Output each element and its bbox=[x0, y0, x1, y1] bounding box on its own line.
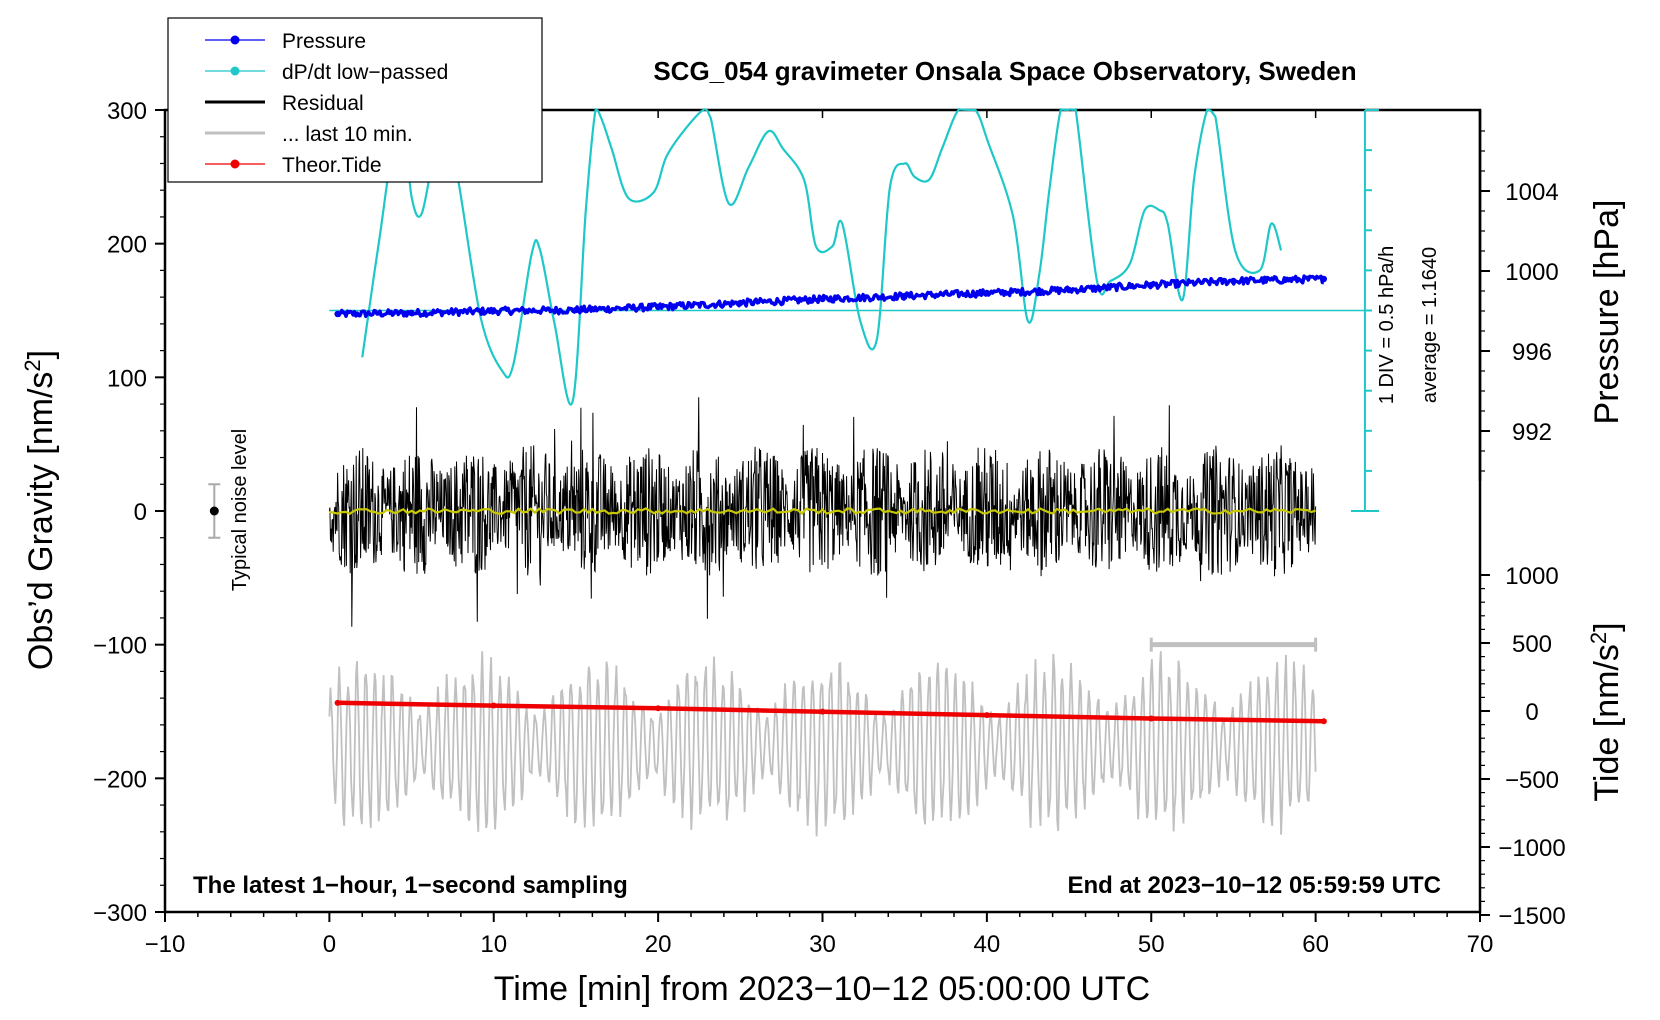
dpdt-line bbox=[361, 107, 1283, 406]
x-axis-ticks: −10 0 10 20 30 40 50 60 70 bbox=[145, 110, 1494, 958]
tide-point bbox=[334, 699, 341, 706]
y-tick-label: 0 bbox=[134, 499, 147, 526]
tide-tick-label: −1000 bbox=[1498, 835, 1565, 862]
y-tick-label: 200 bbox=[107, 232, 147, 259]
dpdt-scale-bar bbox=[1350, 109, 1379, 512]
series-pressure bbox=[334, 274, 1328, 319]
legend-label: Residual bbox=[282, 92, 364, 115]
pressure-point bbox=[408, 309, 415, 317]
legend-box bbox=[167, 17, 543, 183]
legend-label: dP/dt low−passed bbox=[282, 61, 448, 84]
y-tick-label: −300 bbox=[93, 900, 147, 927]
pressure-tick-label: 996 bbox=[1512, 339, 1552, 366]
x-tick-label: 30 bbox=[809, 931, 836, 958]
pressure-axis-ticks: 1004 1000 996 992 bbox=[1478, 110, 1559, 481]
legend: Pressure dP/dt low−passed Residual ... last… bbox=[167, 17, 543, 183]
pressure-tick-label: 992 bbox=[1512, 419, 1552, 446]
x-tick-label: 10 bbox=[480, 931, 507, 958]
tide-point bbox=[983, 712, 990, 719]
y-tick-label: −200 bbox=[93, 766, 147, 793]
legend-marker bbox=[230, 66, 240, 76]
tide-point bbox=[490, 702, 497, 709]
pressure-point bbox=[1230, 277, 1237, 285]
noise-level-marker bbox=[208, 483, 221, 539]
legend-label: Theor.Tide bbox=[282, 154, 382, 177]
x-tick-label: 20 bbox=[645, 931, 672, 958]
pressure-axis-label: Pressure [hPa] bbox=[1588, 200, 1626, 425]
tide-tick-label: 500 bbox=[1512, 631, 1552, 658]
legend-label: Pressure bbox=[282, 30, 366, 53]
residual-smoothed-line bbox=[329, 507, 1317, 515]
pressure-point bbox=[572, 306, 580, 314]
series-theor-tide bbox=[334, 699, 1327, 725]
pressure-tick-label: 1004 bbox=[1505, 179, 1558, 206]
x-tick-label: 50 bbox=[1138, 931, 1165, 958]
x-tick-label: 70 bbox=[1467, 931, 1494, 958]
pressure-point bbox=[490, 307, 497, 315]
x-tick-label: −10 bbox=[145, 931, 186, 958]
tide-tick-label: 0 bbox=[1525, 699, 1538, 726]
ten-minute-bar bbox=[1149, 637, 1318, 652]
y-axis-left-label: Obs’d Gravity [nm/s2] bbox=[20, 350, 60, 670]
pressure-point bbox=[819, 295, 826, 303]
residual-line bbox=[328, 397, 1317, 627]
annotation-noise-level: Typical noise level bbox=[229, 429, 251, 591]
x-tick-label: 60 bbox=[1302, 931, 1329, 958]
pressure-point bbox=[737, 299, 744, 307]
pressure-line bbox=[336, 274, 1325, 319]
x-axis-label: Time [min] from 2023−10−12 05:00:00 UTC bbox=[494, 970, 1150, 1008]
tide-tick-label: −1500 bbox=[1498, 903, 1565, 930]
pressure-point bbox=[983, 289, 991, 297]
annotation-div-scale: 1 DIV = 0.5 hPa/h bbox=[1376, 246, 1398, 404]
tide-line bbox=[337, 700, 1324, 724]
pressure-point bbox=[1320, 275, 1328, 283]
tide-tick-label: −500 bbox=[1505, 767, 1559, 794]
pressure-point bbox=[654, 303, 662, 311]
legend-label: ... last 10 min. bbox=[282, 123, 413, 146]
y-axis-left-ticks: 300 200 100 0 −100 −200 −300 bbox=[93, 98, 165, 927]
tide-point bbox=[1320, 718, 1327, 725]
y-tick-label: 300 bbox=[107, 98, 147, 125]
pressure-point bbox=[901, 292, 908, 300]
pressure-point bbox=[1148, 281, 1155, 289]
series-residual bbox=[328, 397, 1317, 627]
x-tick-label: 0 bbox=[323, 931, 336, 958]
last-10-min-line bbox=[328, 651, 1317, 837]
tide-axis-ticks: 1000 500 0 −500 −1000 −1500 bbox=[1480, 563, 1566, 930]
tide-axis-label: Tide [nm/s2] bbox=[1586, 622, 1626, 801]
annotation-sampling: The latest 1−hour, 1−second sampling bbox=[193, 872, 628, 899]
legend-marker bbox=[230, 35, 240, 45]
pressure-point bbox=[334, 310, 341, 318]
x-tick-label: 40 bbox=[974, 931, 1001, 958]
series-residual-smoothed bbox=[329, 507, 1317, 515]
chart-title: SCG_054 gravimeter Onsala Space Observat… bbox=[653, 56, 1356, 86]
pressure-tick-label: 1000 bbox=[1505, 259, 1558, 286]
annotation-end-time: End at 2023−10−12 05:59:59 UTC bbox=[1067, 872, 1441, 899]
tide-point bbox=[655, 705, 662, 712]
noise-center bbox=[209, 506, 219, 516]
pressure-point bbox=[1065, 286, 1073, 294]
series-last-10-min bbox=[328, 651, 1317, 837]
legend-marker bbox=[230, 159, 240, 169]
annotation-average: average = 1.1640 bbox=[1419, 247, 1441, 403]
tide-tick-label: 1000 bbox=[1505, 563, 1558, 590]
tide-point bbox=[1148, 715, 1155, 722]
y-tick-label: 100 bbox=[107, 365, 147, 392]
y-tick-label: −100 bbox=[93, 633, 147, 660]
tide-point bbox=[819, 708, 826, 715]
